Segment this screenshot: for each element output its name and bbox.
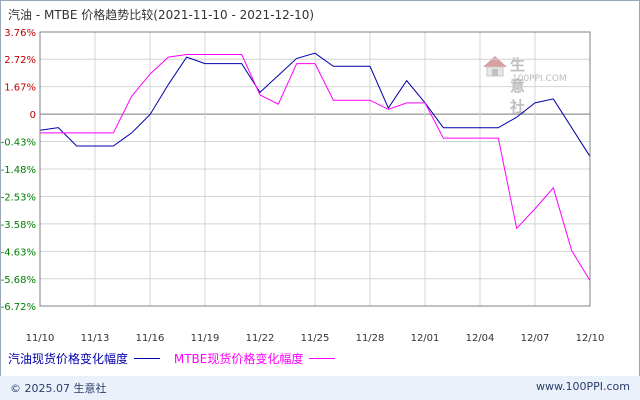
watermark-logo: 生意社 100PPI.COM (482, 54, 567, 116)
footer-copyright: © 2025.07 生意社 (10, 382, 107, 395)
y-tick-label: -1.48% (1, 165, 36, 176)
legend-label-gasoline: 汽油现货价格变化幅度 (8, 352, 129, 366)
y-tick-label: -2.53% (1, 192, 36, 203)
y-tick-label: -6.72% (1, 302, 36, 313)
x-tick-label: 12/04 (466, 333, 495, 344)
y-tick-label: 1.67% (4, 83, 36, 94)
plot-area-border (39, 31, 591, 307)
y-tick-label: -0.43% (1, 138, 36, 149)
y-tick-label: -5.68% (1, 275, 36, 286)
footer-bar: © 2025.07 生意社 www.100PPI.com (0, 376, 640, 400)
legend-item-mtbe: MTBE现货价格变化幅度 (174, 350, 336, 367)
y-tick-label: 0 (30, 110, 36, 121)
x-tick-label: 11/19 (191, 333, 220, 344)
x-tick-label: 11/16 (136, 333, 165, 344)
chart-title: 汽油 - MTBE 价格趋势比较(2021-11-10 - 2021-12-10… (8, 8, 315, 22)
x-tick-label: 11/25 (301, 333, 330, 344)
legend-swatch-gasoline (134, 358, 161, 359)
legend-swatch-mtbe (309, 358, 336, 359)
y-tick-label: 3.76% (4, 28, 36, 39)
x-tick-label: 12/10 (576, 333, 605, 344)
x-axis-ticks: 11/10 11/13 11/16 11/19 11/22 11/25 11/28 12/01… (26, 333, 605, 344)
x-tick-label: 11/28 (356, 333, 385, 344)
y-axis-ticks: 3.76% 2.72% 1.67% 0 -0.43% -1.48% -2.53% -3.58%… (1, 28, 36, 313)
chart-series (39, 52, 591, 281)
y-tick-label: 2.72% (4, 55, 36, 66)
watermark-name: 生意社 (510, 56, 528, 116)
x-tick-label: 12/07 (521, 333, 550, 344)
x-tick-label: 12/01 (411, 333, 440, 344)
footer-url[interactable]: www.100PPI.com (536, 380, 630, 393)
legend-label-mtbe: MTBE现货价格变化幅度 (173, 352, 304, 366)
x-tick-label: 11/22 (246, 333, 275, 344)
house-logo-icon (483, 56, 507, 77)
chart-grid (39, 31, 591, 307)
series-line-gasoline (39, 52, 591, 157)
series-line-mtbe (40, 53, 591, 281)
x-tick-label: 11/10 (26, 333, 55, 344)
x-tick-label: 11/13 (81, 333, 110, 344)
y-tick-label: -4.63% (1, 247, 36, 258)
legend-item-gasoline: 汽油现货价格变化幅度 (8, 350, 161, 367)
y-tick-label: -3.58% (1, 220, 36, 231)
chart-legend: 汽油现货价格变化幅度 MTBE现货价格变化幅度 (8, 350, 345, 367)
watermark-url: 100PPI.COM (512, 74, 567, 84)
